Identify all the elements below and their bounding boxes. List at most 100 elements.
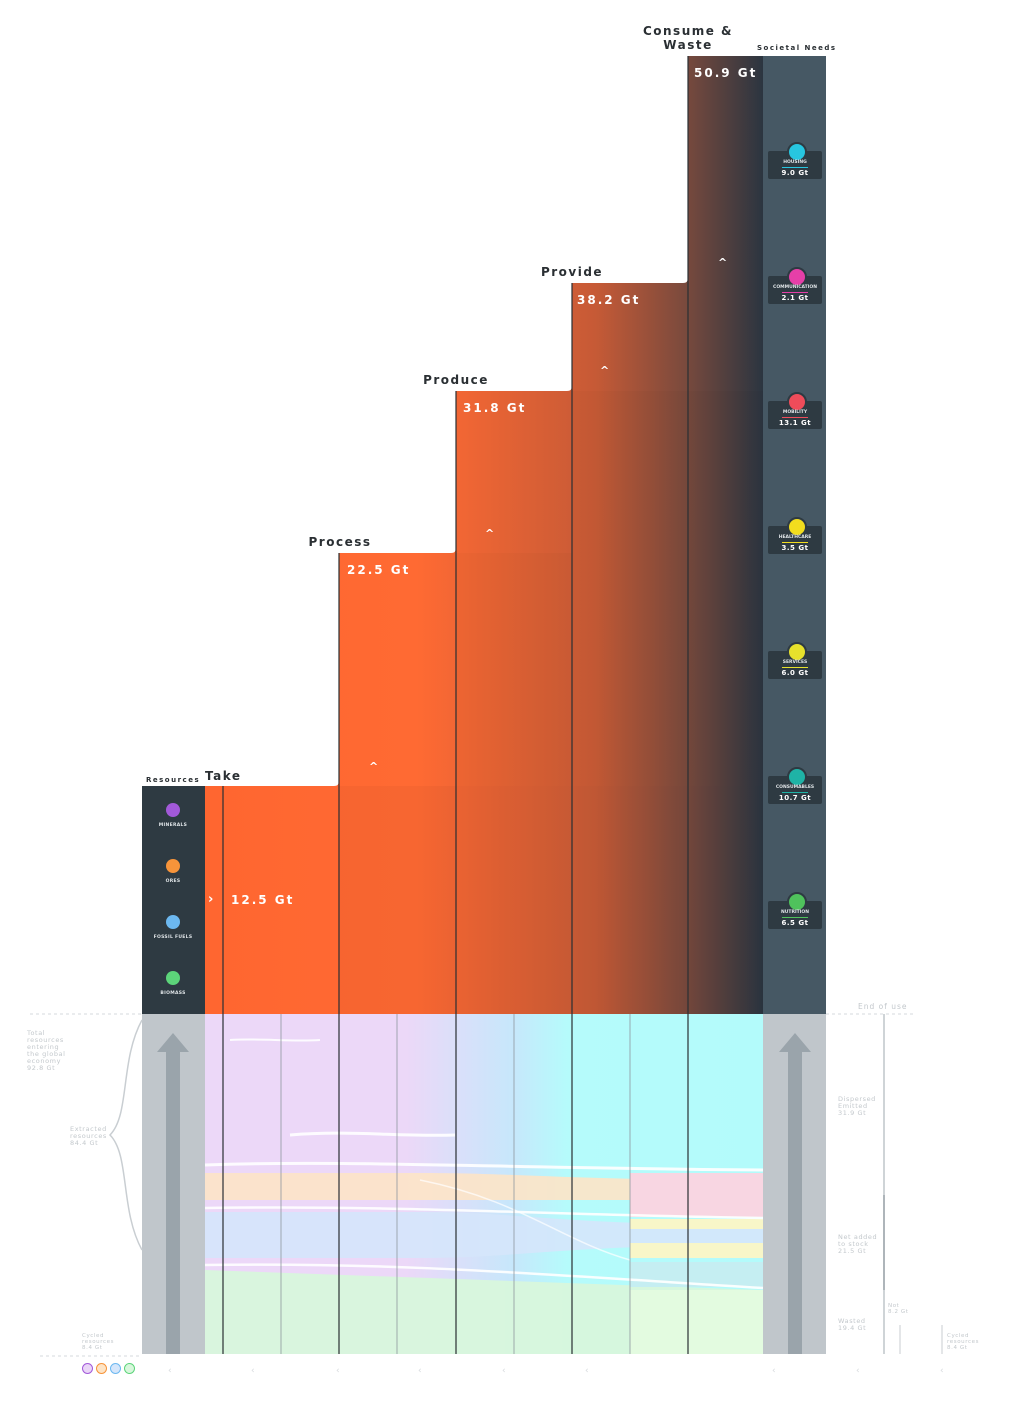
resource-card-ores: ORES (146, 851, 200, 893)
stage-process-label: Process (308, 535, 372, 549)
resource-label: ORES (165, 879, 181, 884)
svg-text:‹: ‹ (502, 1366, 506, 1376)
provide-value: 38.2 Gt (577, 293, 641, 307)
svg-text:‹: ‹ (856, 1366, 860, 1376)
stage-consume-waste-label: Consume & Waste (642, 24, 734, 52)
flow-line (204, 1161, 764, 1172)
need-value: 13.1 Gt (778, 419, 812, 427)
healthcare-icon (787, 517, 807, 537)
take-value: 12.5 Gt (231, 893, 295, 907)
stair-flow-area (205, 56, 763, 1014)
communication-icon (787, 267, 807, 287)
mineral-icon (166, 803, 180, 817)
step-shade (572, 391, 763, 553)
grid-lines (280, 1014, 631, 1354)
legend-fossil-dot (110, 1363, 121, 1374)
resource-label: BIOMASS (160, 991, 186, 996)
resource-card-minerals: MINERALS (146, 795, 200, 837)
svg-text:‹: ‹ (336, 1366, 340, 1376)
resource-label: MINERALS (158, 823, 188, 828)
end-of-use-arrow (779, 1033, 811, 1354)
step-shade (339, 786, 763, 1014)
services-icon (787, 642, 807, 662)
need-underline (782, 167, 808, 168)
process-value: 22.5 Gt (347, 563, 411, 577)
fossil-fuel-icon (166, 915, 180, 929)
total-resources-note: Total resources entering the global econ… (27, 1029, 66, 1072)
need-label: HEALTHCARE (778, 535, 812, 540)
net-added-note: Net added to stock 21.5 Gt (838, 1233, 878, 1255)
small-end-note: Not 8.2 Gt (888, 1303, 909, 1315)
consumables-icon (787, 767, 807, 787)
need-value: 10.7 Gt (778, 794, 812, 802)
chevron-up-icon: ^ (718, 256, 728, 269)
need-card-consumables: CONSUMABLES 10.7 Gt (768, 767, 822, 804)
societal-needs-header: Societal Needs (757, 44, 837, 52)
need-label: HOUSING (783, 160, 807, 165)
extracted-arrow (157, 1033, 189, 1354)
mobility-icon (787, 392, 807, 412)
svg-text:‹: ‹ (585, 1366, 589, 1376)
flow-line (204, 1206, 764, 1220)
services-end-flow (630, 1243, 763, 1258)
nutrition-end-flow (630, 1290, 763, 1354)
stage-take-label: Take (205, 769, 242, 783)
need-value: 2.1 Gt (781, 294, 809, 302)
chevron-right-icon: › (208, 892, 214, 907)
legend-ores-dot (96, 1363, 107, 1374)
dispersed-note: Dispersed Emitted 31.9 Gt (838, 1095, 876, 1117)
need-value: 6.0 Gt (781, 669, 809, 677)
ore-icon (166, 859, 180, 873)
need-underline (782, 292, 808, 293)
need-label: NUTRITION (781, 910, 809, 915)
need-card-mobility: MOBILITY 13.1 Gt (768, 392, 822, 429)
need-underline (782, 792, 808, 793)
resources-header: Resources (146, 776, 201, 784)
flow-line (289, 1131, 456, 1137)
need-underline (782, 542, 808, 543)
need-card-services: SERVICES 6.0 Gt (768, 642, 822, 679)
stage-lines (222, 56, 689, 1354)
chevron-up-icon: ^ (485, 527, 495, 540)
nutrition-icon (787, 892, 807, 912)
legend-biomass-dot (124, 1363, 135, 1374)
svg-text:‹: ‹ (251, 1366, 255, 1376)
svg-text:‹: ‹ (418, 1366, 422, 1376)
cycled-resources-note-left: Cycled resources 8.4 Gt (82, 1333, 115, 1351)
need-card-housing: HOUSING 9.0 Gt (768, 142, 822, 179)
need-value: 6.5 Gt (781, 919, 809, 927)
svg-text:‹: ‹ (772, 1366, 776, 1376)
bottom-chevrons: ‹ ‹ ‹ ‹ ‹ ‹ ‹ ‹ ‹ (168, 1366, 944, 1376)
need-underline (782, 917, 808, 918)
healthcare-end-flow (630, 1219, 763, 1229)
chevron-up-icon: ^ (369, 760, 379, 773)
resource-label: FOSSIL FUELS (153, 935, 193, 940)
fossil-flow (205, 1212, 763, 1258)
flow-line (419, 1179, 631, 1261)
ores-flow (205, 1173, 763, 1200)
extracted-resources-note: Extracted resources 84.4 Gt (70, 1125, 107, 1147)
need-card-nutrition: NUTRITION 6.5 Gt (768, 892, 822, 929)
biomass-icon (166, 971, 180, 985)
resource-card-fossil-fuels: FOSSIL FUELS (146, 907, 200, 949)
legend-minerals-dot (82, 1363, 93, 1374)
flow-line (229, 1038, 321, 1042)
housing-icon (787, 142, 807, 162)
need-label: COMMUNICATION (773, 285, 817, 290)
resource-card-biomass: BIOMASS (146, 963, 200, 1005)
cycled-resources-note-right: Cycled resources 8.4 Gt (947, 1333, 980, 1351)
svg-text:‹: ‹ (168, 1366, 172, 1376)
need-value: 3.5 Gt (781, 544, 809, 552)
stage-produce-label: Produce (423, 373, 489, 387)
need-value: 9.0 Gt (781, 169, 809, 177)
need-label: CONSUMABLES (775, 785, 815, 790)
step-shade (456, 553, 763, 786)
chevron-up-icon: ^ (600, 364, 610, 377)
mobility-end-flow (630, 1173, 763, 1217)
need-underline (782, 417, 808, 418)
biomass-flow (205, 1270, 763, 1354)
flow-line (204, 1263, 764, 1290)
svg-text:‹: ‹ (940, 1366, 944, 1376)
need-card-communication: COMMUNICATION 2.1 Gt (768, 267, 822, 304)
